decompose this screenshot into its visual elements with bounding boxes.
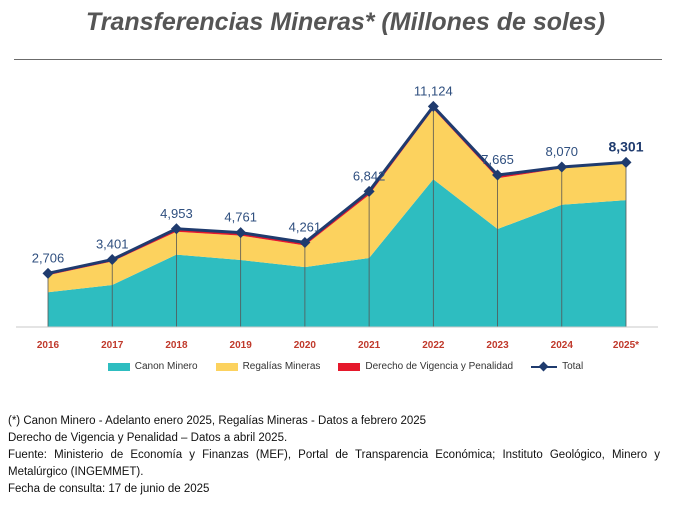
x-tick-label: 2018: [165, 340, 188, 351]
area-canon: [48, 179, 626, 327]
total-marker: [492, 169, 504, 181]
total-value-labels: 2,706 3,401 4,953 4,761 4,261 6,842 11,124 7,66…: [32, 83, 644, 265]
x-tick-label: 2023: [486, 340, 509, 351]
stacked-area-chart: 2016 2017 2018 2019 2020 2021 2022 2023 2024 2025…: [16, 83, 658, 351]
total-value-label: 6,842: [353, 168, 386, 183]
total-marker: [556, 161, 568, 173]
title-divider: [14, 59, 662, 60]
footnote-preliminary: (*) Canon Minero - Adelanto enero 2025, …: [8, 415, 427, 427]
area-regalias: [48, 109, 626, 293]
legend-swatch-regalias: [215, 362, 238, 371]
year-dividers: [47, 106, 627, 327]
total-value-label: 4,953: [160, 206, 193, 221]
x-tick-label: 2020: [294, 340, 317, 351]
legend: Canon Minero Regalías Mineras Derecho de…: [0, 361, 691, 372]
footnote-source: Fuente: Ministerio de Economía y Finanza…: [8, 449, 660, 478]
total-value-label: 3,401: [96, 237, 129, 252]
total-value-label: 4,261: [289, 220, 322, 235]
total-marker: [235, 227, 247, 239]
legend-item-canon: Canon Minero: [107, 361, 198, 372]
legend-label-derecho: Derecho de Vigencia y Penalidad: [365, 361, 514, 372]
x-tick-label: 2016: [37, 340, 60, 351]
total-marker: [106, 254, 118, 266]
legend-swatch-derecho: [338, 362, 361, 371]
x-tick-label: 2024: [551, 340, 574, 351]
x-tick-label: 2021: [358, 340, 381, 351]
chart-title: Transferencias Mineras* (Millones de sol…: [85, 8, 606, 36]
footnote-derecho: Derecho de Vigencia y Penalidad – Datos …: [8, 432, 288, 444]
total-marker: [170, 223, 182, 235]
total-value-label: 11,124: [414, 83, 453, 98]
legend-swatch-total: [531, 362, 558, 372]
legend-label-canon: Canon Minero: [134, 361, 198, 372]
x-tick-label: 2019: [230, 340, 253, 351]
footnote-query-date: Fecha de consulta: 17 de junio de 2025: [8, 483, 210, 495]
total-marker: [363, 185, 375, 197]
footnotes: (*) Canon Minero - Adelanto enero 2025, …: [8, 413, 660, 498]
legend-item-total: Total: [531, 361, 583, 372]
total-marker: [299, 237, 311, 249]
legend-label-total: Total: [562, 361, 584, 372]
total-marker: [42, 267, 54, 279]
x-axis-ticks: 2016 2017 2018 2019 2020 2021 2022 2023 2024 2025…: [37, 340, 639, 351]
total-value-label: 8,301: [608, 138, 643, 154]
legend-item-regalias: Regalías Mineras: [215, 361, 321, 372]
legend-item-derecho: Derecho de Vigencia y Penalidad: [338, 361, 513, 372]
total-marker: [427, 100, 439, 112]
total-series: [42, 100, 632, 279]
total-line: [47, 104, 627, 275]
legend-swatch-canon: [107, 362, 130, 371]
x-tick-label: 2025*: [613, 340, 639, 351]
total-marker: [620, 156, 632, 168]
total-value-label: 4,761: [224, 210, 257, 225]
x-tick-label: 2022: [422, 340, 445, 351]
area-layers: [48, 106, 626, 327]
legend-label-regalias: Regalías Mineras: [242, 361, 321, 372]
total-value-label: 8,070: [546, 144, 579, 159]
x-tick-label: 2017: [101, 340, 124, 351]
total-value-label: 7,665: [481, 152, 514, 167]
total-value-label: 2,706: [32, 250, 65, 265]
